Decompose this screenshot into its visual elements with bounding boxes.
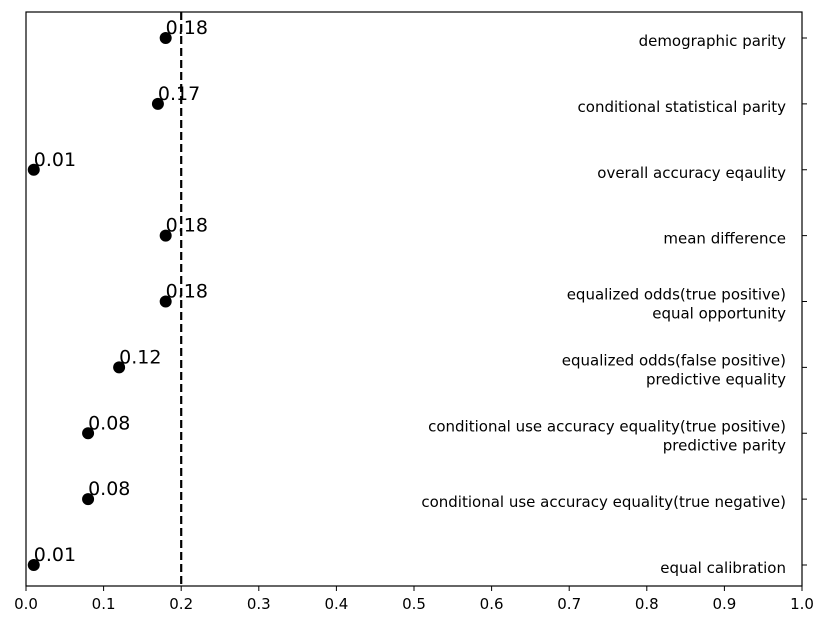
data-row: overall accuracy eqaulity 0.01 bbox=[27, 149, 807, 182]
data-row: conditional use accuracy equality(true p… bbox=[82, 412, 807, 454]
category-label: conditional statistical parity bbox=[578, 98, 787, 116]
data-point bbox=[159, 32, 172, 44]
data-point bbox=[82, 493, 95, 506]
data-row: equalized odds(true positive)equal oppor… bbox=[159, 281, 807, 323]
data-point bbox=[27, 559, 40, 571]
data-point bbox=[159, 295, 172, 308]
data-row: mean difference 0.18 bbox=[159, 215, 807, 248]
category-label: equal opportunity bbox=[652, 305, 786, 323]
x-axis: 0.0 0.1 0.2 0.3 0.4 0.5 0.6 0.7 0.8 0.9 1.0 bbox=[14, 586, 814, 613]
data-label: 0.01 bbox=[34, 149, 76, 171]
data-row: demographic parity 0.18 bbox=[159, 17, 807, 50]
x-tick-label: 0.5 bbox=[402, 595, 426, 613]
x-tick-label: 1.0 bbox=[790, 595, 814, 613]
category-label: demographic parity bbox=[639, 32, 787, 50]
x-tick-label: 0.9 bbox=[712, 595, 736, 613]
x-tick-label: 0.1 bbox=[92, 595, 116, 613]
data-label: 0.01 bbox=[34, 544, 76, 566]
category-label: equal calibration bbox=[660, 559, 786, 577]
x-tick-label: 0.2 bbox=[169, 595, 193, 613]
x-tick-label: 0.0 bbox=[14, 595, 38, 613]
data-row: conditional statistical parity 0.17 bbox=[151, 83, 807, 116]
data-row: equal calibration 0.01 bbox=[27, 544, 807, 577]
category-label: overall accuracy eqaulity bbox=[597, 164, 786, 182]
data-row: equalized odds(false positive)predictive… bbox=[113, 346, 807, 388]
data-points: demographic parity 0.18 conditional statis… bbox=[27, 17, 807, 577]
data-label: 0.12 bbox=[119, 346, 161, 368]
data-point bbox=[82, 427, 95, 440]
data-label: 0.08 bbox=[88, 412, 130, 434]
x-tick-label: 0.3 bbox=[247, 595, 271, 613]
data-label: 0.18 bbox=[166, 281, 208, 303]
category-label: equalized odds(true positive) bbox=[567, 286, 786, 304]
category-label: predictive parity bbox=[663, 436, 786, 454]
category-label: equalized odds(false positive) bbox=[562, 351, 786, 369]
x-tick-label: 0.7 bbox=[557, 595, 581, 613]
category-label: predictive equality bbox=[646, 370, 786, 388]
data-label: 0.18 bbox=[166, 215, 208, 237]
data-label: 0.18 bbox=[166, 17, 208, 39]
x-tick-label: 0.6 bbox=[480, 595, 504, 613]
data-point bbox=[159, 229, 172, 242]
data-point bbox=[113, 361, 126, 374]
data-label: 0.17 bbox=[158, 83, 200, 105]
category-label: conditional use accuracy equality(true n… bbox=[421, 493, 786, 511]
data-point bbox=[151, 97, 164, 110]
data-label: 0.08 bbox=[88, 478, 130, 500]
x-tick-label: 0.8 bbox=[635, 595, 659, 613]
data-row: conditional use accuracy equality(true n… bbox=[82, 478, 807, 511]
category-label: conditional use accuracy equality(true p… bbox=[428, 417, 786, 435]
data-point bbox=[27, 163, 40, 176]
category-label: mean difference bbox=[663, 230, 786, 248]
x-tick-label: 0.4 bbox=[324, 595, 348, 613]
